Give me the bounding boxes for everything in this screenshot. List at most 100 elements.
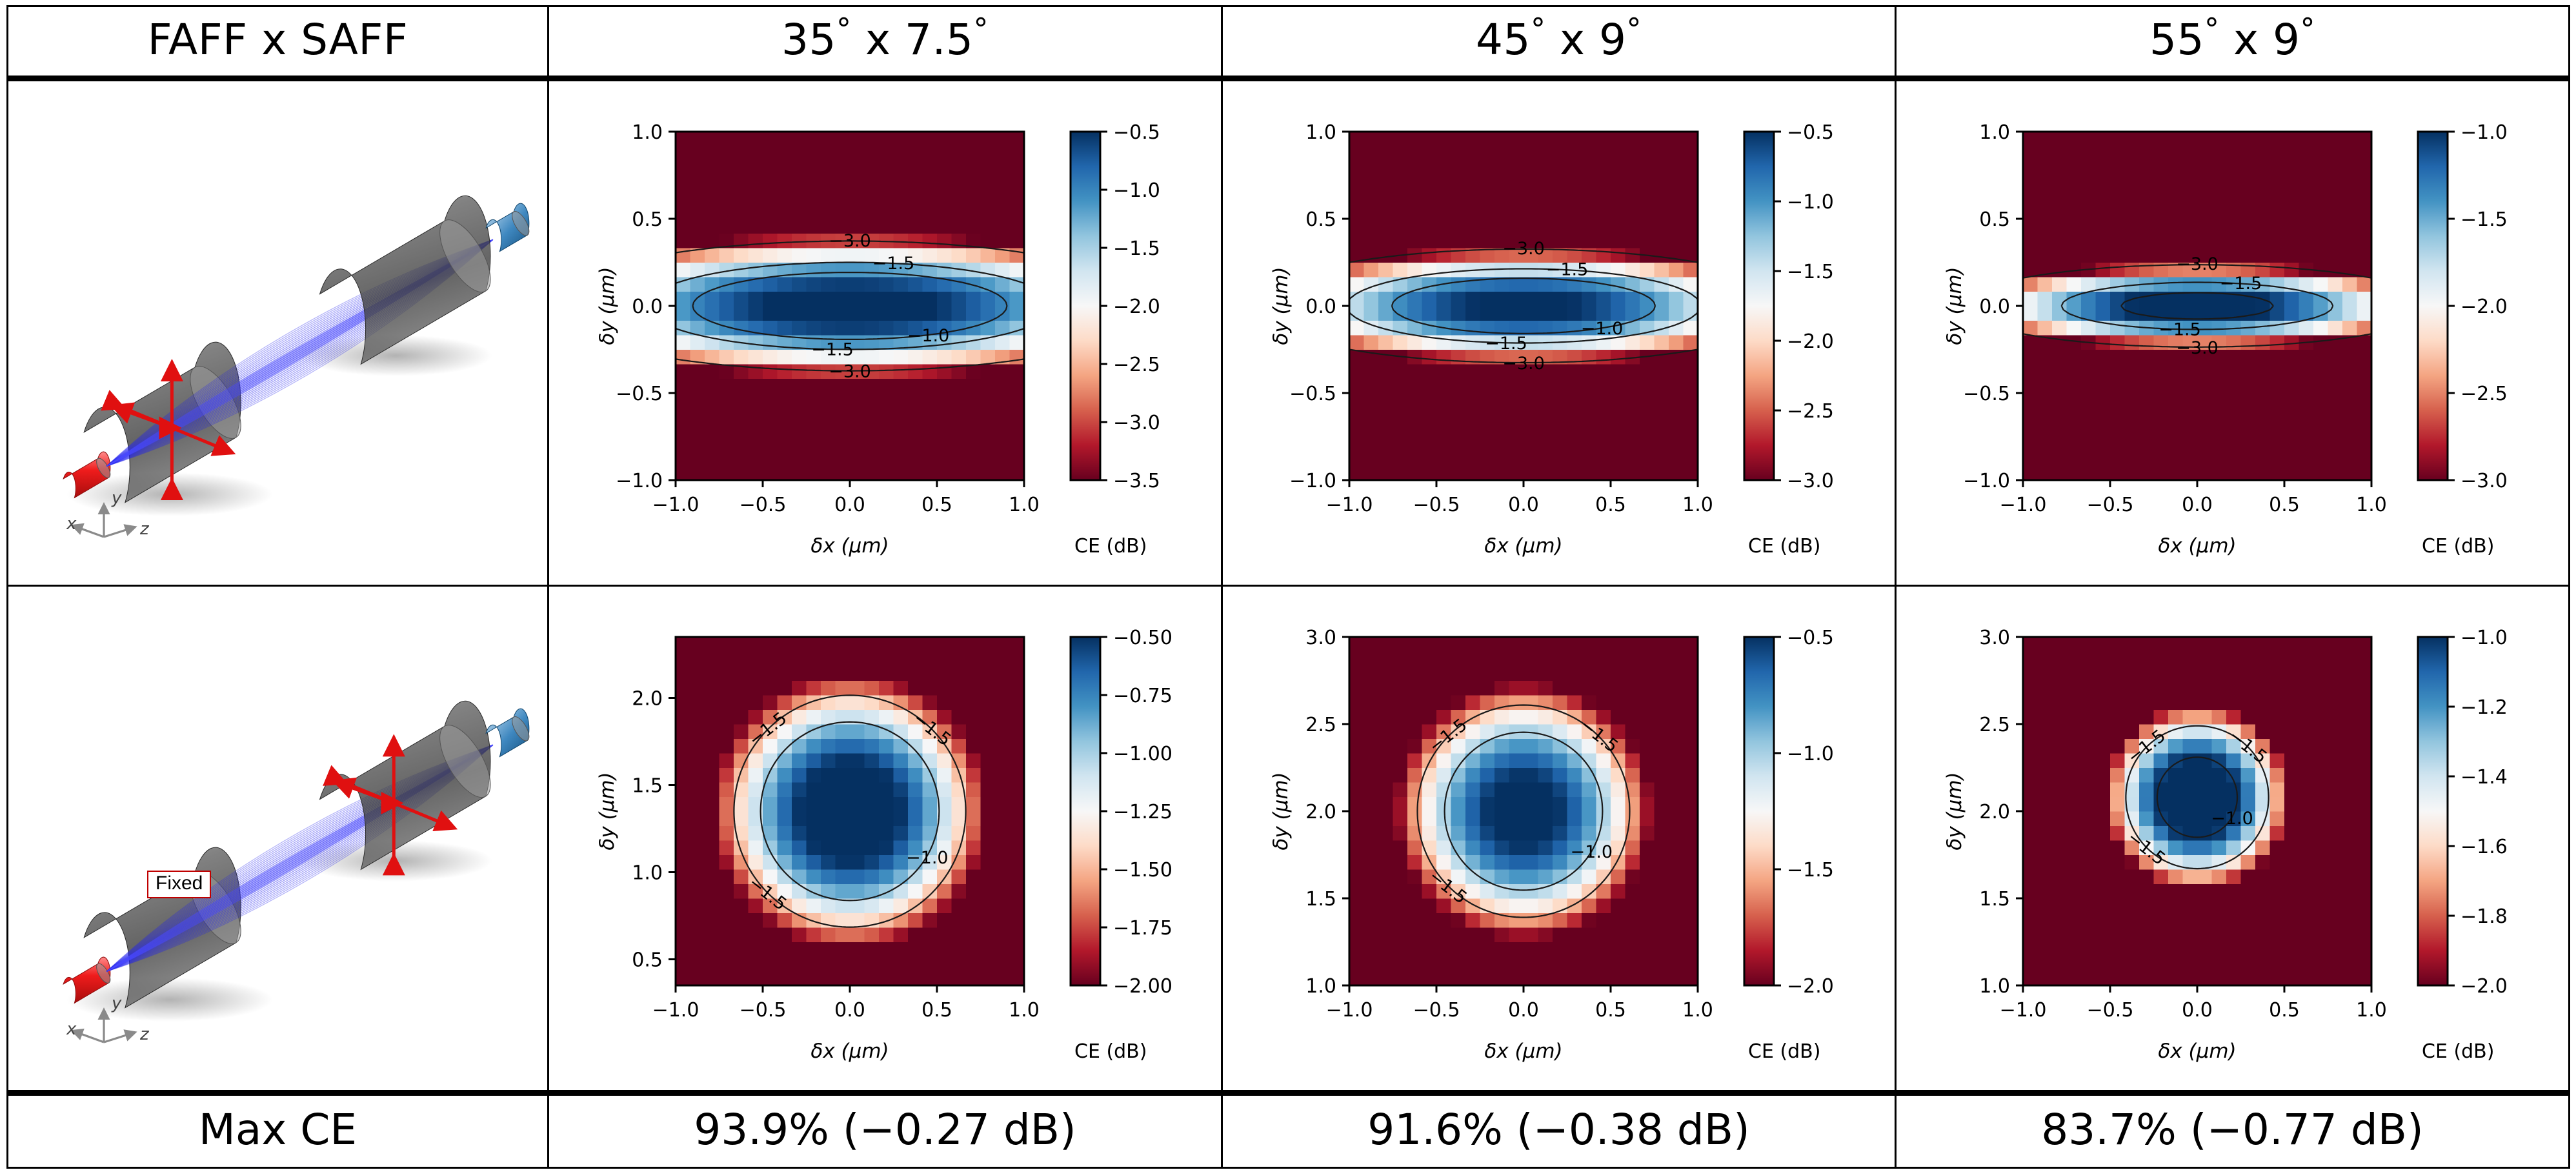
schematic-input-scan: y x z [8,81,549,585]
colorbar: −0.5 −1.0 −1.5 −2.0 −2.5 −3.0 −3.5 CE (dB) [1069,121,1160,558]
comparison-table: FAFF x SAFF 35° x 7.5° 45° x 9° 55° x 9°… [6,5,2570,1169]
svg-text:−1.5: −1.5 [2460,208,2508,231]
header-angle-3-value2: 9 [2273,15,2300,65]
max-ce-cell-1: 93.9% (−0.27 dB) [547,1092,1223,1169]
svg-text:−1.5: −1.5 [2158,319,2201,339]
axis-ticks: −1.0 −0.5 0.0 0.5 1.0 −1.0 −0.5 0.0 0.5 1.0 [616,121,1040,516]
heatmap-panel-r1c2: −3.0 −1.5 −1.0 −1.5 −3.0 −1.0 −0.5 0.0 0.5 1.0 −1.… [1223,81,1897,585]
svg-text:−1.0: −1.0 [652,999,699,1022]
output-fiber-icon [485,203,530,252]
svg-text:2.5: 2.5 [1979,714,2010,736]
header-angle-1-sep: x [865,15,891,65]
svg-text:−2.00: −2.00 [1113,975,1172,998]
svg-text:1.5: 1.5 [1305,888,1336,911]
saff-lens-icon [319,195,491,365]
table-header-row: FAFF x SAFF 35° x 7.5° 45° x 9° 55° x 9° [6,5,2570,81]
plot-cell-r1c2: −3.0 −1.5 −1.0 −1.5 −3.0 −1.0 −0.5 0.0 0.5 1.0 −1.… [1221,77,1897,587]
svg-text:1.0: 1.0 [2356,999,2387,1022]
heatmap-pixels [1349,132,1698,481]
svg-text:z: z [139,519,150,539]
heatmap-panel-r2c1: −1.5 −1.5 −1.5 −1.0 −1.0 −0.5 0.0 0.5 1.0 0.5 1.0 1… [549,587,1223,1090]
svg-text:−1.5: −1.5 [1113,237,1160,260]
colorbar: −1.0 −1.2 −1.4 −1.6 −1.8 −2.0 CE (dB) [2417,627,2508,1063]
max-ce-value-2: 91.6% (−0.38 dB) [1367,1105,1750,1155]
svg-text:−2.0: −2.0 [1787,330,1834,353]
degree-icon: ° [836,12,852,46]
x-axis-label: δx (μm) [1484,534,1562,558]
degree-icon: ° [2300,12,2315,46]
svg-text:1.0: 1.0 [1682,999,1713,1022]
svg-text:−1.5: −1.5 [2220,274,2262,294]
table-row-max-ce: Max CE 93.9% (−0.27 dB) 91.6% (−0.38 dB)… [6,1092,2570,1169]
svg-text:3.0: 3.0 [1305,627,1336,649]
svg-text:−1.5: −1.5 [1546,259,1589,279]
contour-lines [2022,264,2372,348]
svg-text:−3.5: −3.5 [1113,470,1160,492]
svg-text:y: y [111,489,122,508]
max-ce-value-3: 83.7% (−0.77 dB) [2041,1105,2424,1155]
contour-lines [733,694,967,928]
svg-text:0.0: 0.0 [834,999,865,1022]
svg-text:1.0: 1.0 [1979,975,2010,998]
svg-text:−3.0: −3.0 [829,361,871,381]
svg-text:1.0: 1.0 [1305,121,1336,144]
svg-text:−0.5: −0.5 [740,999,787,1022]
svg-text:−2.5: −2.5 [1113,354,1160,376]
header-cell-55x9: 55° x 9° [1895,5,2570,81]
svg-text:1.5: 1.5 [1979,888,2010,911]
svg-text:−1.5: −1.5 [1787,859,1834,882]
colorbar-label: CE (dB) [2422,535,2494,558]
table-row-output-scan: y x z Fixed −1.5 −1.5 −1.5 −1.0 −1.0 −0.5 0.0 0.5 1… [6,585,2570,1096]
svg-text:1.0: 1.0 [1682,494,1713,516]
heatmap-pixels [676,637,1025,986]
svg-text:−1.4: −1.4 [2460,766,2508,789]
svg-text:−1.8: −1.8 [2460,905,2508,928]
plot-cell-r2c1: −1.5 −1.5 −1.5 −1.0 −1.0 −0.5 0.0 0.5 1.0 0.5 1.0 1… [547,585,1223,1096]
max-ce-value-1: 93.9% (−0.27 dB) [694,1105,1076,1155]
contour-labels: −3.0−1.5−1.5−3.0 [2158,254,2262,358]
colorbar: −1.0 −1.5 −2.0 −2.5 −3.0 CE (dB) [2417,121,2508,558]
header-angle-2-sep: x [1559,15,1585,65]
svg-text:−1.0: −1.0 [1326,494,1373,516]
svg-text:−1.0: −1.0 [1289,470,1336,492]
svg-text:0.5: 0.5 [2269,999,2300,1022]
plot-cell-r1c3: −3.0 −1.5 −1.5 −3.0 −1.0 −0.5 0.0 0.5 1.0 −1.0 −0.… [1895,77,2570,587]
svg-text:0.0: 0.0 [1305,296,1336,318]
svg-text:−3.0: −3.0 [2176,338,2219,358]
colorbar-label: CE (dB) [1748,1040,1820,1063]
axis-ticks: −1.0 −0.5 0.0 0.5 1.0 1.0 1.5 2.0 2.5 3.0 [1979,627,2387,1022]
svg-text:−0.5: −0.5 [1113,121,1160,144]
svg-text:−1.75: −1.75 [1113,917,1172,940]
svg-text:−1.0: −1.0 [1326,999,1373,1022]
svg-text:0.5: 0.5 [632,208,663,231]
fixed-badge: Fixed [147,871,212,898]
svg-text:0.5: 0.5 [632,949,663,972]
svg-text:−2.0: −2.0 [2460,296,2508,318]
x-axis-label: δx (μm) [2158,534,2236,558]
header-cell-35x7p5: 35° x 7.5° [547,5,1223,81]
contour-lines [2125,725,2269,870]
colorbar-label: CE (dB) [1748,535,1820,558]
svg-text:0.0: 0.0 [1508,494,1539,516]
svg-text:−1.0: −1.0 [2460,121,2508,144]
plot-cell-r2c2: −1.5 −1.5 −1.5 −1.0 −1.0 −0.5 0.0 0.5 1.0 1.0 1.5 2… [1221,585,1897,1096]
y-axis-label: δy (μm) [1269,267,1293,345]
axis-ticks: −1.0 −0.5 0.0 0.5 1.0 0.5 1.0 1.5 2.0 [632,688,1040,1022]
colorbar-label: CE (dB) [1074,535,1147,558]
svg-text:−1.0: −1.0 [1571,842,1613,862]
svg-text:2.5: 2.5 [1305,714,1336,736]
schematic-cell-input: y x z [6,77,549,587]
heatmap-panel-r1c3: −3.0 −1.5 −1.5 −3.0 −1.0 −0.5 0.0 0.5 1.0 −1.0 −0.… [1897,81,2570,585]
colorbar: −0.50 −0.75 −1.00 −1.25 −1.50 −1.75 −2.00 CE (d… [1069,627,1172,1063]
contour-labels: −3.0−1.5−1.0−1.5−3.0 [1485,239,1623,374]
svg-text:0.5: 0.5 [921,494,952,516]
svg-text:0.5: 0.5 [2269,494,2300,516]
svg-text:−1.0: −1.0 [1963,470,2010,492]
svg-text:−0.5: −0.5 [1787,121,1834,144]
colorbar: −0.5 −1.0 −1.5 −2.0 −2.5 −3.0 CE (dB) [1743,121,1834,558]
max-ce-label-cell: Max CE [6,1092,549,1169]
heatmap-panel-r1c1: −3.0 −1.5 −1.0 −1.5 −3.0 −1.0 −0.5 0.0 0.5 1.0 −1.… [549,81,1223,585]
header-angle-2-value: 45 [1475,15,1531,65]
